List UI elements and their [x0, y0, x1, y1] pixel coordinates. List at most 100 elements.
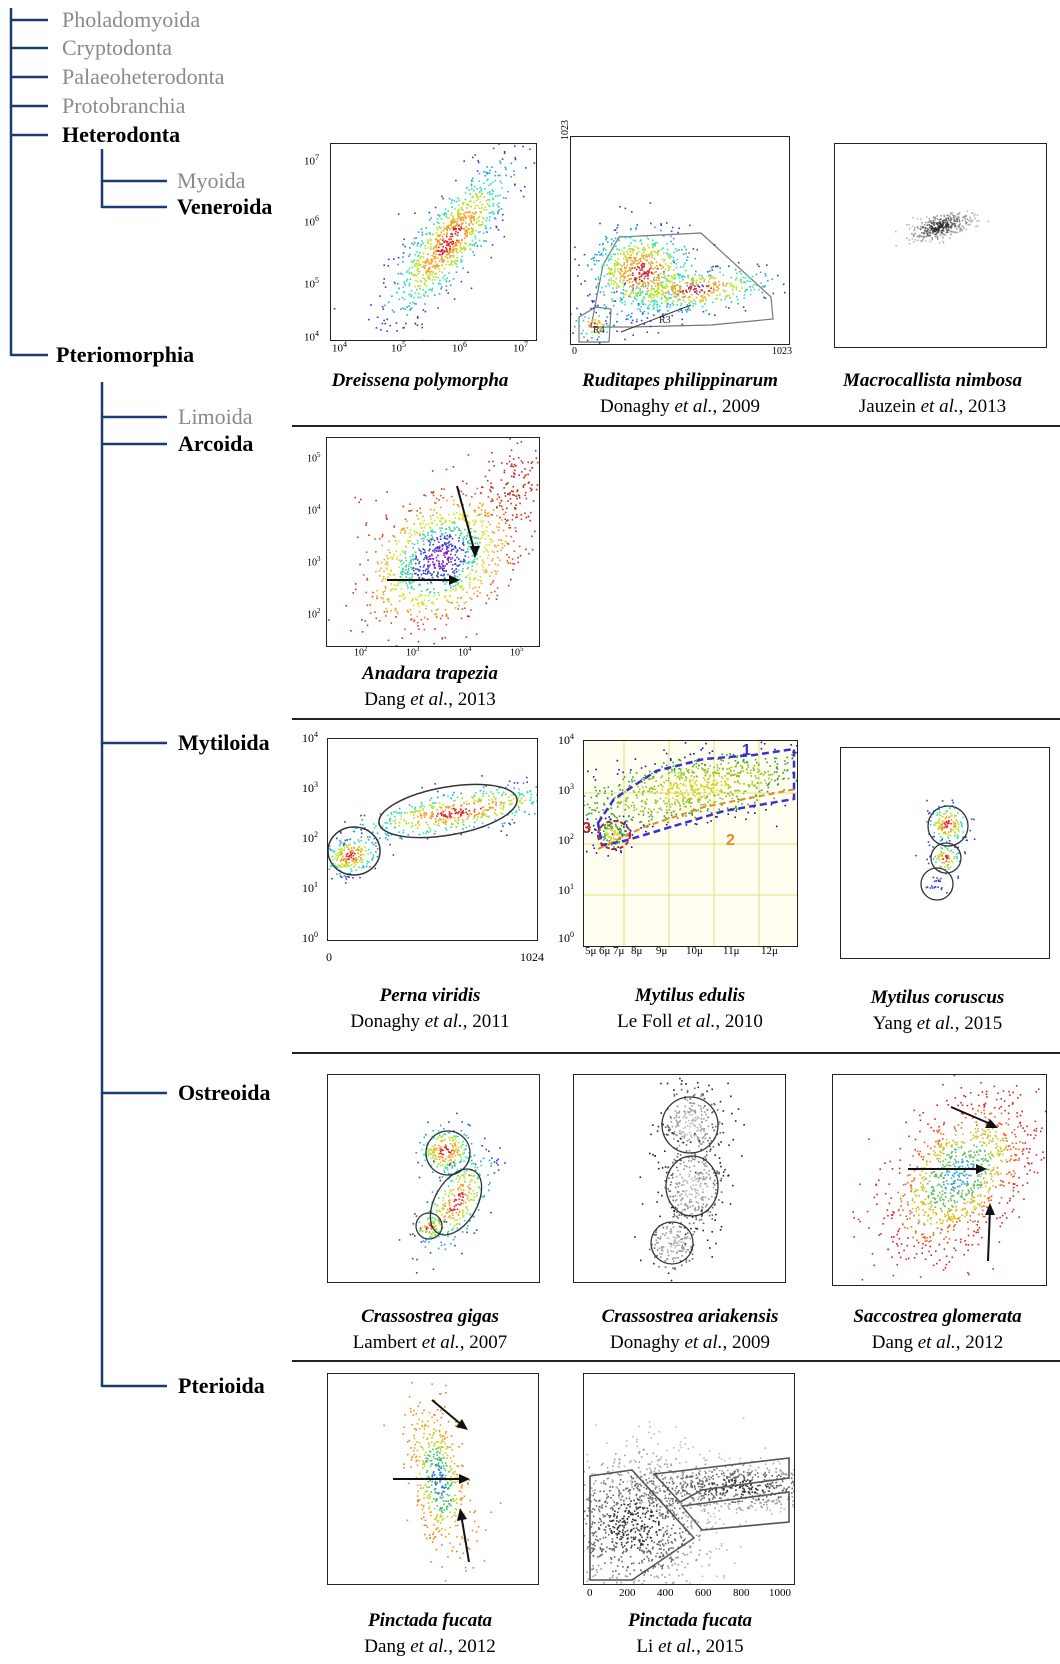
event-dot [485, 219, 488, 222]
event-dot [390, 622, 392, 624]
event-dot [743, 297, 745, 299]
event-dot [978, 219, 980, 222]
event-dot [614, 253, 616, 256]
event-dot [404, 532, 406, 534]
event-dot [444, 821, 447, 823]
event-dot [462, 515, 465, 518]
event-dot [437, 516, 439, 519]
event-dot [514, 527, 517, 529]
event-dot [783, 777, 785, 780]
event-dot [406, 314, 409, 316]
event-dot [731, 774, 733, 776]
event-dot [413, 530, 416, 532]
event-dot [771, 278, 774, 280]
event-dot [343, 849, 345, 852]
event-dot [402, 252, 405, 254]
event-dot [389, 551, 391, 554]
event-dot [947, 229, 950, 231]
event-dot [458, 573, 461, 576]
event-dot [617, 285, 620, 287]
event-dot [772, 292, 775, 295]
event-dot [480, 582, 483, 585]
event-dot [605, 322, 608, 325]
event-dot [386, 318, 388, 321]
event-dot [524, 799, 526, 802]
event-dot [454, 528, 456, 530]
event-dot [485, 240, 487, 242]
event-dot [462, 812, 465, 814]
event-dot [514, 145, 516, 147]
event-dot [758, 770, 761, 772]
event-dot [456, 812, 459, 815]
event-dot [647, 778, 650, 780]
event-dot [739, 270, 741, 273]
event-dot [445, 254, 448, 256]
event-dot [732, 794, 734, 796]
event-dot [475, 530, 477, 533]
event-dot [582, 329, 584, 332]
event-dot [359, 823, 362, 826]
event-dot [776, 766, 778, 768]
event-dot [361, 631, 364, 633]
event-dot [437, 813, 439, 815]
event-dot [638, 276, 641, 278]
event-dot [657, 287, 659, 289]
event-dot [392, 573, 395, 576]
event-dot [624, 270, 627, 272]
event-dot [726, 768, 728, 770]
event-dot [911, 238, 914, 240]
event-dot [387, 834, 390, 837]
event-dot [500, 801, 502, 804]
event-dot [939, 223, 942, 226]
event-dot [471, 196, 473, 199]
event-dot [640, 292, 642, 295]
event-dot [676, 284, 679, 287]
event-dot [449, 812, 452, 815]
event-dot [411, 822, 413, 824]
event-dot [495, 797, 497, 799]
event-dot [958, 220, 961, 223]
event-dot [632, 289, 635, 291]
event-dot [337, 856, 339, 859]
event-dot [660, 809, 663, 811]
event-dot [641, 792, 644, 794]
event-dot [491, 514, 493, 516]
event-dot [644, 303, 647, 306]
event-dot [364, 620, 367, 622]
event-dot [678, 274, 680, 276]
event-dot [512, 490, 514, 493]
event-dot [935, 233, 937, 236]
event-dot [597, 330, 600, 333]
event-dot [659, 807, 661, 809]
event-dot [425, 285, 428, 287]
event-dot [629, 236, 631, 238]
event-dot [707, 783, 709, 785]
event-dot [462, 202, 465, 204]
event-dot [459, 547, 461, 549]
event-dot [652, 245, 654, 248]
event-dot [465, 636, 468, 638]
event-dot [402, 505, 405, 508]
event-dot [685, 824, 688, 826]
event-dot [434, 783, 436, 785]
event-dot [972, 212, 974, 214]
event-dot [517, 804, 520, 807]
event-dot [339, 873, 341, 875]
event-dot [360, 836, 363, 838]
event-dot [957, 225, 959, 228]
event-dot [485, 530, 488, 532]
event-dot [626, 820, 629, 823]
event-dot [471, 565, 473, 567]
event-dot [468, 825, 471, 827]
event-dot [484, 187, 486, 190]
event-dot [761, 291, 764, 294]
event-dot [471, 230, 474, 233]
event-dot [452, 571, 454, 573]
event-dot [766, 761, 768, 764]
event-dot [692, 280, 694, 283]
event-dot [422, 548, 424, 550]
event-dot [448, 527, 451, 529]
event-dot [387, 549, 390, 551]
event-dot [495, 804, 497, 807]
event-dot [697, 792, 700, 795]
